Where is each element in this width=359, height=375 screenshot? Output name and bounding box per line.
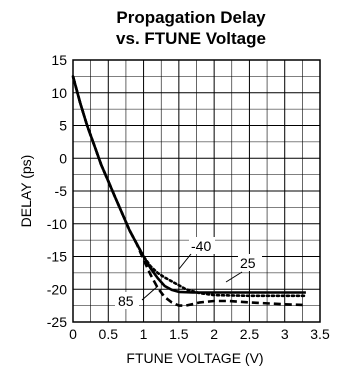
grid xyxy=(73,60,320,322)
y-tick-label: 5 xyxy=(59,118,67,134)
annotation-bg-25 xyxy=(238,254,262,271)
annotation-minus40: -40 xyxy=(191,238,211,254)
plot-frame xyxy=(72,59,321,323)
x-tick-label: 3 xyxy=(281,326,289,342)
y-axis-label: DELAY (ps) xyxy=(18,155,34,228)
annotation-85: 85 xyxy=(118,293,134,309)
series-lines xyxy=(71,75,308,307)
annotation-25: 25 xyxy=(240,255,256,271)
y-tick-label: 15 xyxy=(51,52,67,68)
x-axis-label: FTUNE VOLTAGE (V) xyxy=(126,350,263,366)
x-tick-label: 0 xyxy=(69,326,77,342)
y-tick-label: 0 xyxy=(59,150,67,166)
x-tick-label: 2.5 xyxy=(240,326,260,342)
annotation-leader-85 xyxy=(141,285,159,301)
y-tick-label: -15 xyxy=(47,249,67,265)
y-tick-label: -25 xyxy=(47,314,67,330)
chart-title: Propagation Delay xyxy=(116,8,266,27)
series-line-85 xyxy=(71,76,306,307)
x-tick-label: 3.5 xyxy=(310,326,330,342)
y-tick-label: -20 xyxy=(47,281,67,297)
x-tick-label: 0.5 xyxy=(99,326,119,342)
y-tick-label: 10 xyxy=(51,85,67,101)
x-tick-labels: 0 0.5 1 1.5 2 2.5 3 3.5 xyxy=(69,326,330,342)
annotation-leader-25 xyxy=(225,271,243,283)
x-tick-label: 2 xyxy=(210,326,218,342)
chart-subtitle: vs. FTUNE Voltage xyxy=(116,29,266,48)
annotation-bg-minus40 xyxy=(189,237,215,254)
y-tick-label: -5 xyxy=(55,183,68,199)
x-tick-label: 1 xyxy=(140,326,148,342)
x-tick-label: 1.5 xyxy=(169,326,189,342)
y-tick-label: -10 xyxy=(47,216,67,232)
annotation-leader-minus40 xyxy=(178,253,192,270)
annotation-bg-85 xyxy=(115,292,139,309)
y-tick-labels: 15 10 5 0 -5 -10 -15 -20 -25 xyxy=(47,52,67,330)
